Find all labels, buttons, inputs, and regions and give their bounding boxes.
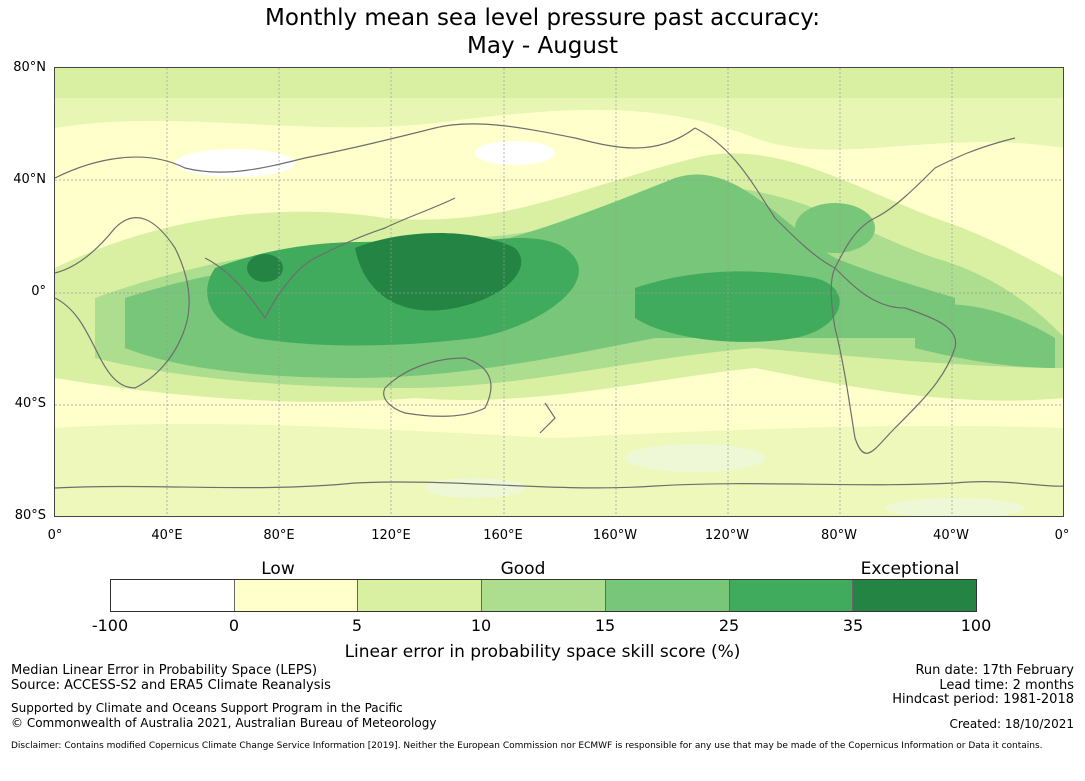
pacific-green bbox=[635, 271, 840, 342]
colorbar-tick: 35 bbox=[842, 616, 864, 635]
south-asia-coast bbox=[204, 197, 456, 320]
colorbar-segment bbox=[358, 580, 483, 611]
lon-label: 40°W bbox=[933, 528, 969, 543]
lon-label: 40°E bbox=[151, 528, 183, 543]
colorbar-tick: 0 bbox=[228, 616, 240, 635]
lon-label: 160°W bbox=[592, 528, 638, 543]
lon-label: 160°E bbox=[483, 528, 523, 543]
footer-copyright: © Commonwealth of Australia 2021, Austra… bbox=[11, 716, 437, 730]
category-exceptional: Exceptional bbox=[860, 559, 960, 579]
lat-label: 40°S bbox=[14, 396, 46, 411]
colorbar-tick: 25 bbox=[718, 616, 740, 635]
white-patch bbox=[475, 141, 555, 165]
footer-disclaimer: Disclaimer: Contains modified Copernicus… bbox=[11, 741, 1043, 751]
map-title: Monthly mean sea level pressure past acc… bbox=[0, 4, 1085, 60]
map-canvas bbox=[55, 68, 1063, 516]
white-patch bbox=[175, 149, 295, 177]
colorbar-segment bbox=[605, 580, 730, 611]
africa-coast bbox=[55, 217, 190, 389]
atlantic-green bbox=[915, 304, 1055, 368]
lon-label: 0° bbox=[1054, 528, 1070, 543]
footer-method: Median Linear Error in Probability Space… bbox=[11, 663, 318, 678]
footer-created: Created: 18/10/2021 bbox=[949, 717, 1074, 731]
eurasia-coast bbox=[55, 123, 696, 179]
lat-label: 0° bbox=[31, 284, 46, 299]
colorbar-segment bbox=[853, 580, 977, 611]
footer-hindcast: Hindcast period: 1981-2018 bbox=[892, 692, 1074, 707]
lat-label: 80°N bbox=[13, 60, 46, 75]
skill-shading bbox=[55, 68, 1063, 516]
south-america-coast bbox=[830, 267, 957, 454]
white-patch bbox=[625, 444, 765, 472]
lon-label: 120°W bbox=[704, 528, 750, 543]
colorbar-segment bbox=[482, 580, 606, 611]
lat-label: 40°N bbox=[13, 172, 46, 187]
caribbean-green bbox=[795, 203, 875, 253]
footer-support: Supported by Climate and Oceans Support … bbox=[11, 701, 403, 715]
footer-source: Source: ACCESS-S2 and ERA5 Climate Reana… bbox=[11, 678, 331, 693]
white-patch bbox=[885, 498, 1025, 516]
colorbar-segment bbox=[234, 580, 359, 611]
nz-coast bbox=[539, 402, 556, 434]
category-low: Low bbox=[261, 559, 295, 579]
lon-label: 120°E bbox=[371, 528, 411, 543]
lon-label: 0° bbox=[47, 528, 63, 543]
map-gridlines bbox=[55, 68, 1063, 516]
warm-pool-dark bbox=[355, 233, 522, 311]
title-line-2: May - August bbox=[467, 33, 618, 59]
india-dark bbox=[247, 254, 283, 282]
coastlines bbox=[55, 123, 1063, 489]
lon-label: 80°W bbox=[821, 528, 857, 543]
colorbar-segment bbox=[111, 580, 235, 611]
colorbar-tick: -100 bbox=[91, 616, 129, 635]
colorbar-tick: 5 bbox=[351, 616, 363, 635]
footer-run-date: Run date: 17th February bbox=[915, 663, 1074, 678]
antarctica-coast bbox=[55, 480, 1063, 489]
colorbar-tick: 100 bbox=[960, 616, 992, 635]
skill-score-map bbox=[54, 67, 1064, 517]
lon-label: 80°E bbox=[263, 528, 295, 543]
colorbar-tick: 10 bbox=[470, 616, 492, 635]
category-good: Good bbox=[500, 559, 546, 579]
south-band bbox=[55, 423, 1063, 516]
colorbar-tick: 15 bbox=[594, 616, 616, 635]
title-line-1: Monthly mean sea level pressure past acc… bbox=[265, 5, 820, 31]
lat-label: 80°S bbox=[14, 508, 46, 523]
colorbar-segment bbox=[729, 580, 854, 611]
australia-coast bbox=[383, 357, 492, 417]
colorbar-title: Linear error in probability space skill … bbox=[344, 642, 741, 662]
north-band bbox=[55, 68, 1063, 150]
colorbar bbox=[110, 579, 977, 612]
footer-lead-time: Lead time: 2 months bbox=[939, 678, 1074, 693]
north-america-coast bbox=[694, 127, 1016, 269]
